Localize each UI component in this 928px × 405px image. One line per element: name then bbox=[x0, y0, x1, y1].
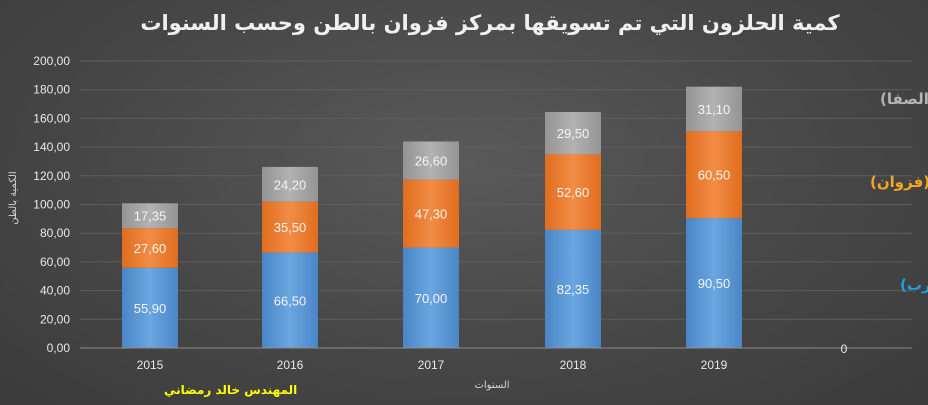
bar-value-label: 60,50 bbox=[698, 168, 731, 183]
bar-value-label: 90,50 bbox=[698, 276, 731, 291]
bar-value-label: 35,50 bbox=[274, 220, 307, 235]
y-tick-label: 160,00 bbox=[33, 111, 70, 125]
bar-value-label: 66,50 bbox=[274, 293, 307, 308]
y-tick-label: 40,00 bbox=[40, 284, 70, 298]
legend: المراكشية (الغرب) البقري (فزوان) العجل (عي… bbox=[870, 90, 928, 294]
bar-value-label: 27,60 bbox=[134, 241, 167, 256]
bar-segment bbox=[545, 154, 601, 230]
bar-labels: 55,90 27,60 17,35 66,50 35,50 24,20 70,00 47,30… bbox=[134, 102, 731, 316]
x-tick-label: 2017 bbox=[418, 358, 445, 372]
bar-value-label: 26,60 bbox=[415, 154, 448, 169]
bar-value-label: 47,30 bbox=[415, 207, 448, 222]
bar-segment bbox=[403, 141, 459, 180]
bar-segment bbox=[262, 201, 318, 253]
y-tick-label: 60,00 bbox=[40, 255, 70, 269]
x-tick-label: 2018 bbox=[560, 358, 587, 372]
y-axis-ticks: 0,00 20,00 40,00 60,00 80,00 100,00 120,00 140,… bbox=[33, 54, 70, 355]
bars bbox=[122, 86, 742, 348]
y-tick-label: 180,00 bbox=[33, 83, 70, 97]
gridlines bbox=[80, 60, 912, 320]
legend-entry: البقري (فزوان) bbox=[870, 173, 928, 192]
chart-title: كمية الحلزون التي تم تسويقها بمركز فزوان… bbox=[140, 11, 840, 35]
bar-segment bbox=[403, 179, 459, 248]
bar-segment bbox=[122, 203, 178, 229]
y-axis-label: الكمية بالطن bbox=[8, 171, 19, 224]
x-axis-label: السنوات bbox=[474, 380, 509, 391]
bar-segment bbox=[686, 86, 742, 132]
bar-segment bbox=[262, 166, 318, 202]
stray-annotation: 0 bbox=[841, 342, 848, 356]
legend-entry: المراكشية (الغرب) bbox=[900, 276, 928, 294]
y-tick-label: 120,00 bbox=[33, 169, 70, 183]
y-tick-label: 20,00 bbox=[40, 312, 70, 326]
bar-value-label: 24,20 bbox=[274, 177, 307, 192]
bar-value-label: 82,35 bbox=[557, 282, 590, 297]
bar-value-label: 17,35 bbox=[134, 209, 167, 224]
bar-segment bbox=[122, 228, 178, 268]
x-tick-label: 2019 bbox=[701, 358, 728, 372]
bar-segment bbox=[686, 131, 742, 219]
bar-value-label: 31,10 bbox=[698, 102, 731, 117]
bar-segment bbox=[545, 229, 601, 348]
author-credit: المهندس خالد رمضاني bbox=[164, 383, 297, 397]
bar-value-label: 70,00 bbox=[415, 291, 448, 306]
y-tick-label: 140,00 bbox=[33, 140, 70, 154]
x-tick-label: 2015 bbox=[137, 358, 164, 372]
bar-segment bbox=[122, 267, 178, 348]
bar-value-label: 55,90 bbox=[134, 301, 167, 316]
bar-segment bbox=[403, 247, 459, 348]
y-tick-label: 0,00 bbox=[47, 341, 71, 355]
y-tick-label: 200,00 bbox=[33, 54, 70, 68]
x-axis-ticks: 2015 2016 2017 2018 2019 bbox=[137, 358, 728, 372]
bar-segment bbox=[545, 112, 601, 155]
legend-entry: العجل (عين الصفا) bbox=[880, 90, 928, 108]
y-tick-label: 80,00 bbox=[40, 226, 70, 240]
bar-segment bbox=[686, 218, 742, 348]
x-tick-label: 2016 bbox=[277, 358, 304, 372]
bar-value-label: 29,50 bbox=[557, 126, 590, 141]
y-tick-label: 100,00 bbox=[33, 198, 70, 212]
bar-value-label: 52,60 bbox=[557, 185, 590, 200]
bar-segment bbox=[262, 252, 318, 348]
